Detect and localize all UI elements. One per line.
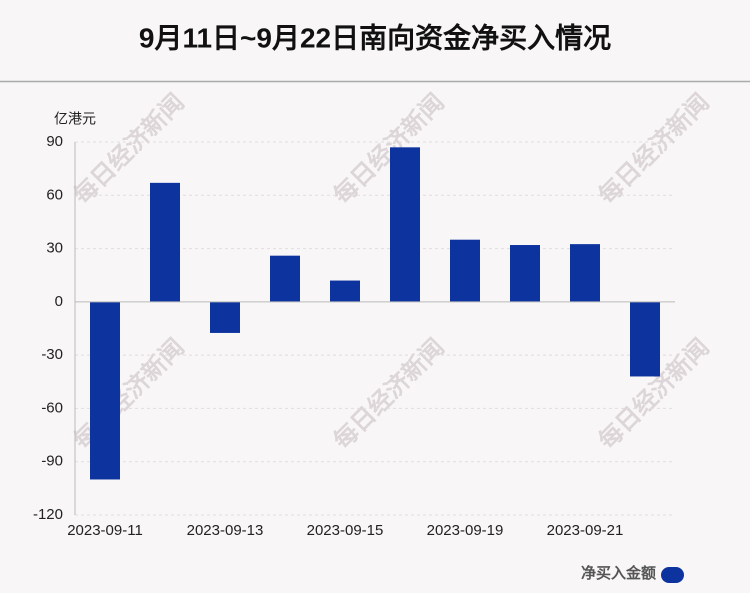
x-tick-label: 2023-09-13 (187, 522, 264, 539)
bar (270, 255, 300, 302)
legend-label: 净买入金额 (581, 564, 656, 582)
bar (510, 245, 540, 302)
y-tick-label: -30 (41, 346, 63, 363)
x-tick-label: 2023-09-11 (67, 522, 143, 539)
x-tick-label: 2023-09-15 (307, 522, 384, 539)
bar (450, 239, 480, 302)
x-tick-label: 2023-09-19 (427, 522, 504, 539)
bar (570, 244, 600, 302)
y-tick-label: -90 (41, 453, 63, 470)
y-tick-label: 60 (46, 186, 63, 203)
y-tick-label: 0 (55, 293, 63, 310)
bar (150, 182, 180, 302)
y-tick-label: -120 (33, 506, 63, 523)
bar (330, 280, 360, 302)
y-tick-label: 30 (46, 240, 63, 257)
x-tick-label: 2023-09-21 (547, 522, 624, 539)
chart-title: 9月11日~9月22日南向资金净买入情况 (139, 21, 611, 53)
legend-swatch (661, 567, 684, 583)
bar (90, 301, 120, 480)
y-unit: 亿港元 (54, 111, 96, 127)
y-tick-label: -60 (41, 399, 63, 416)
bar (390, 147, 420, 302)
bar (630, 301, 660, 377)
bar (210, 301, 240, 333)
y-tick-label: 90 (46, 133, 63, 150)
